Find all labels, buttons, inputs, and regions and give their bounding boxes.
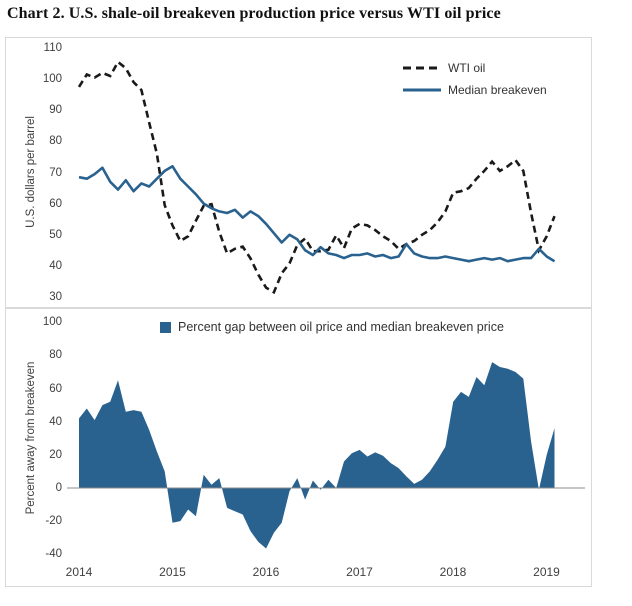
y-tick-top-40: 40: [49, 259, 62, 272]
gap-area-swatch-icon: [160, 321, 171, 333]
x-tick-2017: 2017: [346, 565, 373, 579]
legend-label-wti: WTI oil: [448, 61, 486, 75]
y-tick-bottom-0: 0: [55, 482, 62, 494]
legend-top-panel: WTI oil Median breakeven: [403, 57, 547, 101]
chart-title: Chart 2. U.S. shale-oil breakeven produc…: [7, 5, 501, 22]
y-tick-bottom-40: 40: [49, 415, 62, 428]
x-tick-2015: 2015: [159, 565, 186, 579]
y-tick-top-80: 80: [49, 135, 62, 148]
y-tick-top-100: 100: [42, 73, 62, 86]
median-breakeven-line-series: [78, 165, 556, 263]
y-tick-top-90: 90: [49, 104, 62, 117]
legend-label-breakeven: Median breakeven: [448, 83, 547, 97]
y-tick-top-70: 70: [49, 166, 62, 179]
legend-item-breakeven: Median breakeven: [403, 79, 547, 101]
y-tick-bottom--40: -40: [45, 548, 62, 561]
y-tick-bottom-20: 20: [49, 448, 62, 461]
x-tick-2014: 2014: [65, 565, 93, 579]
y-tick-top-110: 110: [43, 42, 62, 54]
y-tick-top-50: 50: [49, 228, 62, 241]
breakeven-solid-line-icon: [403, 88, 441, 92]
y-tick-top-60: 60: [49, 197, 62, 210]
gap-area-series: [79, 362, 555, 549]
top-panel-price-chart: [5, 37, 592, 308]
x-tick-2016: 2016: [252, 565, 280, 579]
legend-bottom-panel: Percent gap between oil price and median…: [160, 320, 504, 334]
y-tick-bottom-100: 100: [42, 316, 62, 329]
wti-dashed-line-icon: [403, 66, 441, 70]
y-tick-bottom-80: 80: [49, 349, 62, 362]
y-tick-bottom--20: -20: [45, 515, 62, 528]
x-tick-2018: 2018: [439, 565, 467, 579]
y-tick-top-30: 30: [49, 291, 62, 303]
legend-item-wti: WTI oil: [403, 57, 547, 79]
x-tick-2019: 2019: [533, 565, 560, 579]
y-tick-bottom-60: 60: [49, 382, 62, 395]
legend-label-gap: Percent gap between oil price and median…: [178, 320, 504, 334]
